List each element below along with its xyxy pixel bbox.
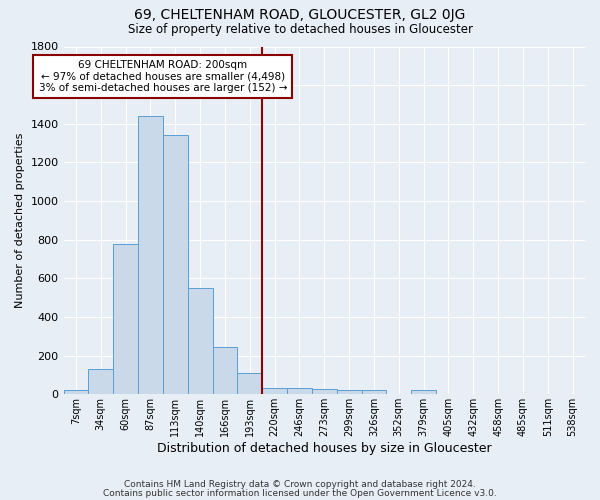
- Y-axis label: Number of detached properties: Number of detached properties: [15, 132, 25, 308]
- Bar: [287, 388, 312, 394]
- Bar: [188, 288, 212, 395]
- Bar: [362, 390, 386, 394]
- Bar: [238, 373, 262, 394]
- Text: Contains HM Land Registry data © Crown copyright and database right 2024.: Contains HM Land Registry data © Crown c…: [124, 480, 476, 489]
- Bar: [113, 244, 138, 394]
- Bar: [212, 347, 238, 395]
- Text: 69 CHELTENHAM ROAD: 200sqm
← 97% of detached houses are smaller (4,498)
3% of se: 69 CHELTENHAM ROAD: 200sqm ← 97% of deta…: [38, 60, 287, 93]
- Bar: [337, 390, 362, 394]
- Bar: [312, 390, 337, 394]
- X-axis label: Distribution of detached houses by size in Gloucester: Distribution of detached houses by size …: [157, 442, 491, 455]
- Bar: [163, 136, 188, 394]
- Bar: [88, 369, 113, 394]
- Bar: [138, 116, 163, 394]
- Text: 69, CHELTENHAM ROAD, GLOUCESTER, GL2 0JG: 69, CHELTENHAM ROAD, GLOUCESTER, GL2 0JG: [134, 8, 466, 22]
- Bar: [64, 390, 88, 394]
- Text: Size of property relative to detached houses in Gloucester: Size of property relative to detached ho…: [128, 22, 473, 36]
- Bar: [411, 390, 436, 394]
- Text: Contains public sector information licensed under the Open Government Licence v3: Contains public sector information licen…: [103, 488, 497, 498]
- Bar: [262, 388, 287, 394]
